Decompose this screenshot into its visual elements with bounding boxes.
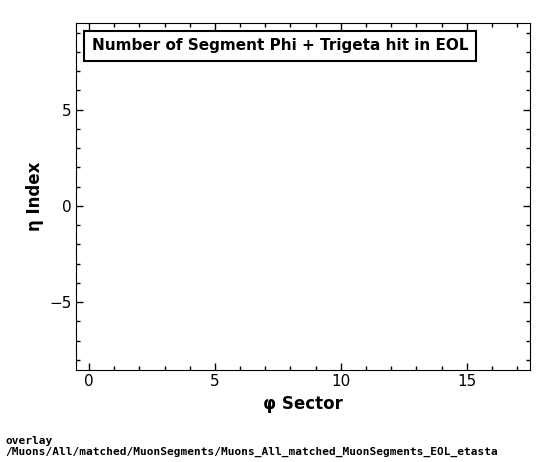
Text: overlay
/Muons/All/matched/MuonSegments/Muons_All_matched_MuonSegments_EOL_etast: overlay /Muons/All/matched/MuonSegments/… (5, 436, 498, 457)
X-axis label: φ Sector: φ Sector (263, 395, 343, 413)
Y-axis label: η Index: η Index (26, 162, 44, 231)
Legend: Number of Segment Phi + Trigeta hit in EOL: Number of Segment Phi + Trigeta hit in E… (84, 31, 476, 61)
